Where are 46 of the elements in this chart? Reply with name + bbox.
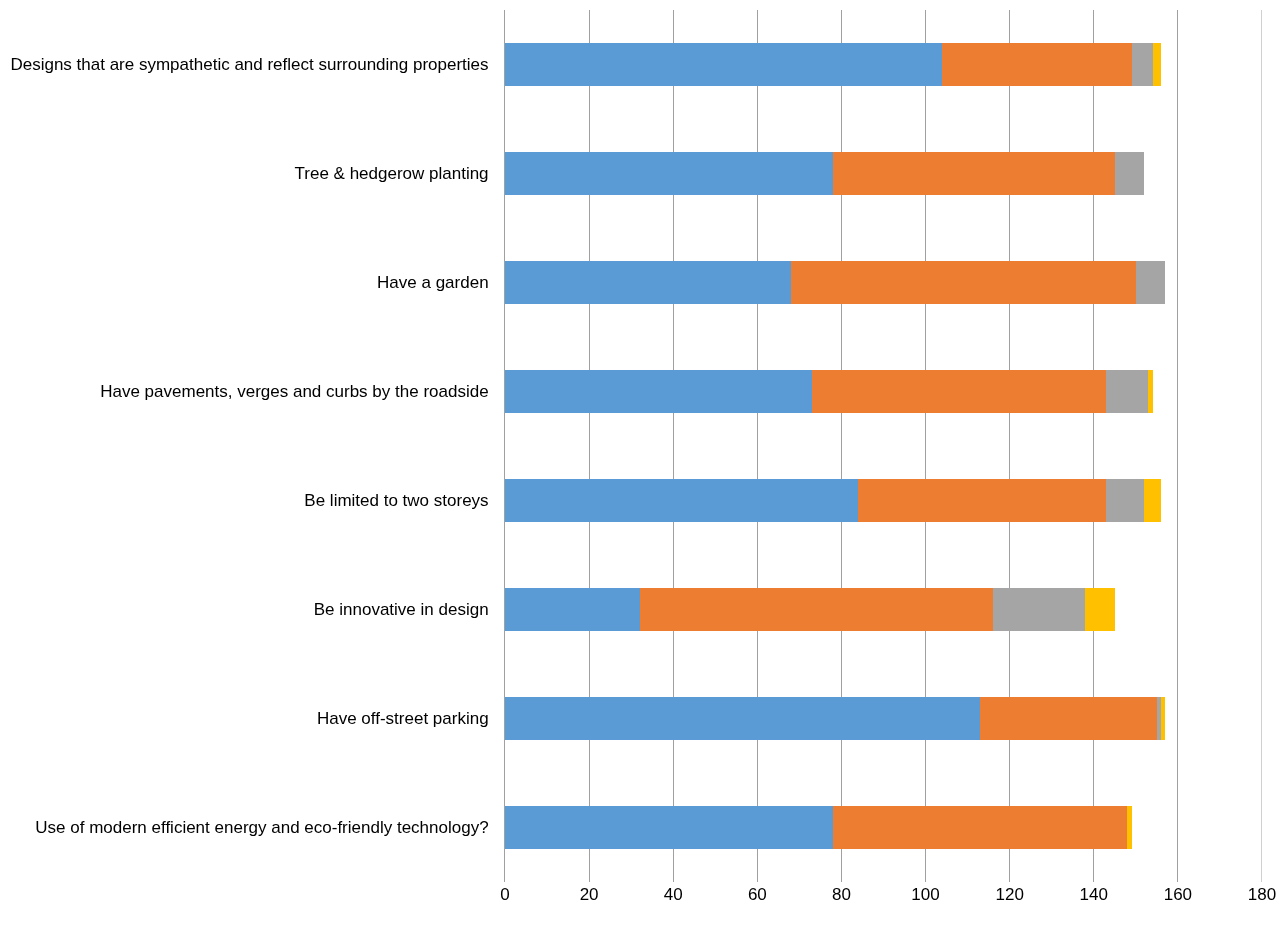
bar [1106, 369, 1149, 414]
y-tick-label: Have a garden [377, 273, 489, 293]
bar [1085, 587, 1115, 632]
bar [505, 805, 834, 850]
bar [1131, 42, 1153, 87]
y-tick-label: Have pavements, verges and curbs by the roadside [100, 382, 489, 402]
x-tick-label: 100 [911, 885, 940, 904]
bar [505, 587, 640, 632]
bar [1135, 260, 1166, 305]
bar [505, 260, 791, 305]
x-tick-label: 140 [1079, 885, 1108, 904]
y-tick-label: Use of modern efficient energy and eco-friendly technology? [35, 818, 489, 838]
bar [505, 369, 813, 414]
bar [980, 696, 1157, 741]
bar [505, 42, 943, 87]
bar [505, 151, 834, 196]
y-tick-label: Have off-street parking [316, 709, 489, 729]
y-tick-label: Be limited to two storeys [304, 491, 489, 511]
bar [1148, 369, 1153, 414]
y-tick-label: Tree & hedgerow planting [294, 164, 489, 184]
x-tick-label: 160 [1163, 885, 1193, 904]
x-tick-label: 20 [579, 885, 599, 904]
bar [833, 151, 1115, 196]
bar [1161, 696, 1166, 741]
x-tick-label: 40 [663, 885, 683, 904]
bar [639, 587, 993, 632]
x-tick-label: 0 [500, 885, 510, 904]
bar [790, 260, 1136, 305]
bar [812, 369, 1107, 414]
bar [942, 42, 1132, 87]
bar [1144, 478, 1162, 523]
y-tick-label: Designs that are sympathetic and reflect surrounding properties [10, 55, 489, 75]
x-tick-label: 80 [831, 885, 851, 904]
bar [1152, 42, 1162, 87]
bar [505, 478, 859, 523]
x-tick-label: 60 [747, 885, 767, 904]
bar [1127, 805, 1132, 850]
bar [505, 696, 981, 741]
y-tick-label: Be innovative in design [313, 600, 489, 620]
bar [1106, 478, 1145, 523]
x-tick-label: 180 [1247, 885, 1277, 904]
bar [1156, 696, 1162, 741]
bar [833, 805, 1128, 850]
x-tick-label: 120 [995, 885, 1024, 904]
bar [858, 478, 1107, 523]
bar [1114, 151, 1145, 196]
